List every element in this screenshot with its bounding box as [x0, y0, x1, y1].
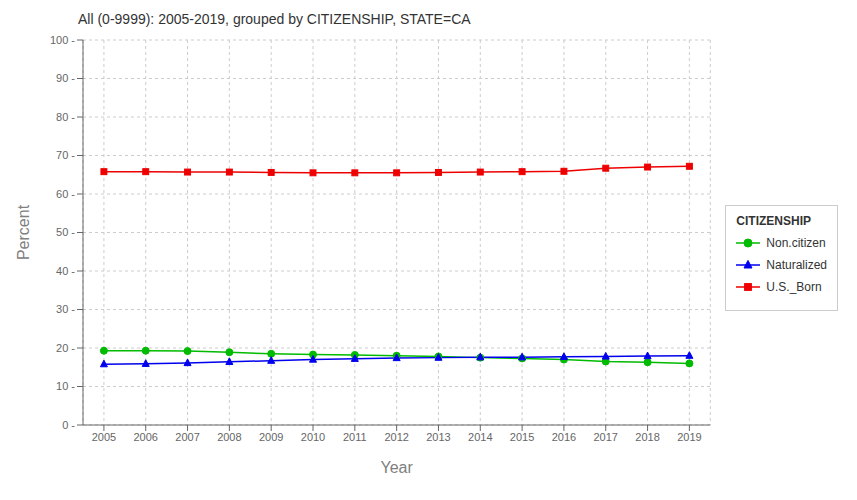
svg-text:2008: 2008: [217, 431, 241, 443]
html-text:CITIZENSHIP: CITIZENSHIP: [736, 213, 811, 228]
svg-text:30 -: 30 -: [56, 303, 75, 315]
svg-text:Percent: Percent: [15, 204, 32, 260]
svg-text:2015: 2015: [510, 431, 534, 443]
html-text:Non.citizen: Non.citizen: [766, 235, 826, 250]
html-text:Naturalized: Naturalized: [766, 257, 827, 272]
svg-text:20 -: 20 -: [56, 342, 75, 354]
html-text:All (0-9999): 2005-2019, group: All (0-9999): 2005-2019, grouped by CITI…: [78, 11, 471, 27]
svg-text:2013: 2013: [426, 431, 450, 443]
svg-text:70 -: 70 -: [56, 149, 75, 161]
svg-text:2014: 2014: [468, 431, 492, 443]
html-text:U.S._Born: U.S._Born: [766, 279, 822, 294]
svg-text:2016: 2016: [552, 431, 576, 443]
svg-text:40 -: 40 -: [56, 265, 75, 277]
svg-text:10 -: 10 -: [56, 380, 75, 392]
svg-text:2005: 2005: [92, 431, 116, 443]
svg-text:80 -: 80 -: [56, 111, 75, 123]
svg-text:2010: 2010: [301, 431, 325, 443]
svg-text:2017: 2017: [594, 431, 618, 443]
svg-text:2006: 2006: [133, 431, 157, 443]
svg-text:2009: 2009: [259, 431, 283, 443]
svg-text:100 -: 100 -: [50, 34, 75, 46]
svg-text:0 -: 0 -: [62, 419, 75, 431]
svg-text:2019: 2019: [677, 431, 701, 443]
svg-text:90 -: 90 -: [56, 72, 75, 84]
svg-text:2011: 2011: [343, 431, 367, 443]
svg-text:50 -: 50 -: [56, 226, 75, 238]
svg-text:60 -: 60 -: [56, 188, 75, 200]
svg-text:2012: 2012: [384, 431, 408, 443]
svg-text:Year: Year: [380, 459, 413, 476]
svg-text:2007: 2007: [175, 431, 199, 443]
svg-text:2018: 2018: [635, 431, 659, 443]
